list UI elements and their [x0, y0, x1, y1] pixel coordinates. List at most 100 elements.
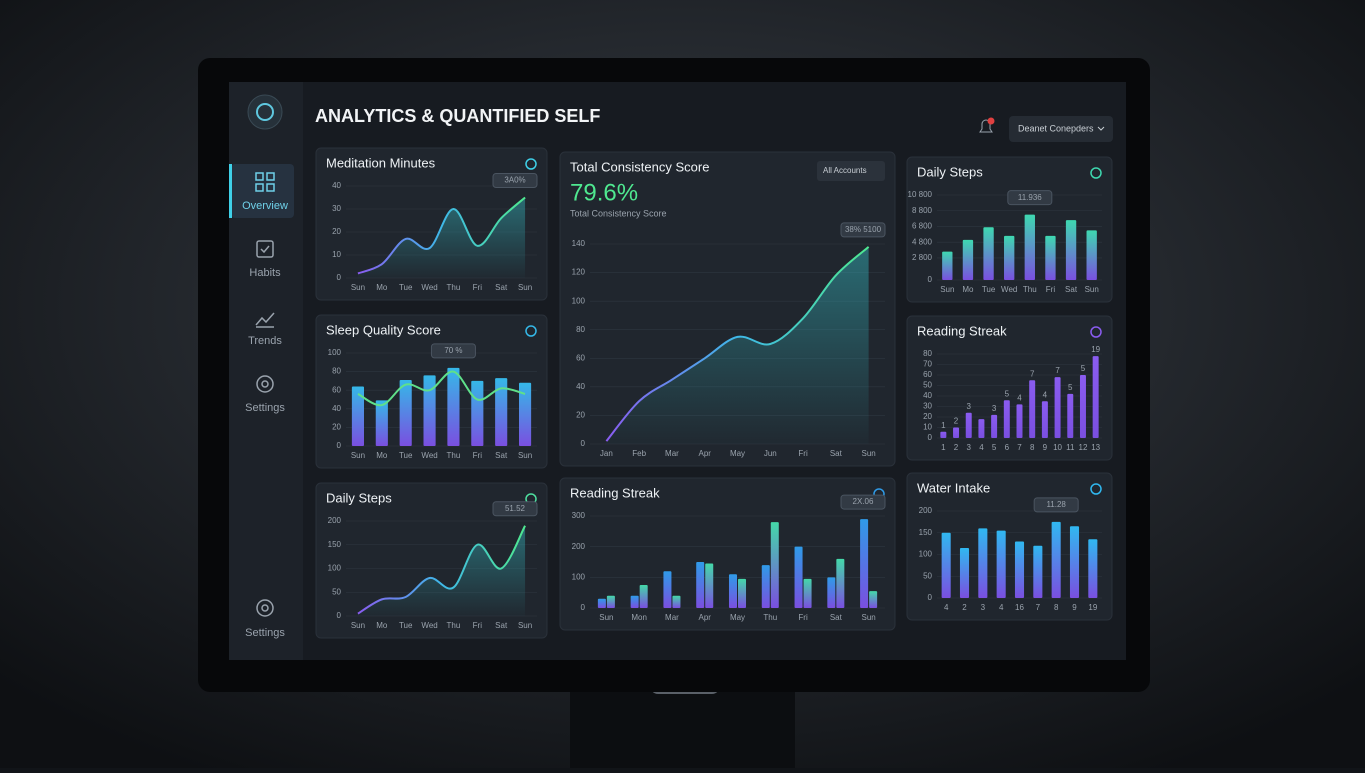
y-tick-label: 10 — [332, 250, 341, 259]
bar-label: 4 — [1043, 390, 1048, 399]
y-tick-label: 200 — [572, 542, 586, 551]
bar — [991, 414, 998, 438]
x-tick-label: Wed — [421, 621, 437, 630]
y-tick-label: 80 — [923, 349, 932, 358]
x-tick-label: Tue — [399, 621, 413, 630]
x-tick-label: Sat — [1065, 285, 1078, 294]
y-tick-label: 200 — [919, 506, 933, 515]
x-tick-label: Mar — [665, 613, 679, 622]
x-tick-label: 9 — [1072, 603, 1077, 612]
nav-item[interactable]: Settings — [245, 627, 285, 639]
bar — [471, 380, 484, 446]
bar — [953, 427, 960, 438]
y-tick-label: 80 — [332, 367, 341, 376]
x-tick-label: Sun — [518, 451, 532, 460]
bar — [738, 578, 747, 608]
bar — [983, 227, 994, 280]
x-tick-label: 7 — [1036, 603, 1041, 612]
bell-icon[interactable] — [979, 119, 993, 133]
bar — [761, 565, 770, 608]
y-tick-label: 50 — [923, 571, 932, 580]
x-tick-label: Jun — [764, 449, 777, 458]
card-icon — [1090, 483, 1102, 495]
x-tick-label: Tue — [399, 283, 413, 292]
x-tick-label: Sat — [495, 283, 508, 292]
notification-badge — [987, 117, 995, 125]
bar — [663, 571, 672, 608]
bar — [1041, 401, 1048, 438]
y-tick-label: 4 800 — [912, 237, 933, 246]
nav-item[interactable]: Settings — [245, 402, 285, 414]
x-tick-label: Sun — [351, 621, 365, 630]
x-tick-label: 9 — [1043, 443, 1048, 452]
x-tick-label: Sun — [940, 285, 954, 294]
y-tick-label: 120 — [572, 268, 586, 277]
area — [357, 197, 526, 278]
bar — [942, 251, 953, 280]
y-tick-label: 300 — [572, 511, 586, 520]
y-tick-label: 100 — [572, 572, 586, 581]
bar — [965, 412, 972, 438]
annotation-box — [840, 222, 886, 238]
x-tick-label: Sun — [861, 449, 875, 458]
bar — [1086, 230, 1097, 280]
bar — [696, 562, 705, 608]
annotation: 11.936 — [1018, 193, 1042, 202]
filter-label: All Accounts — [823, 166, 867, 175]
bar — [959, 547, 970, 598]
line — [605, 246, 870, 442]
line — [357, 196, 526, 275]
y-tick-label: 20 — [332, 227, 341, 236]
bar — [803, 578, 812, 608]
bar — [447, 367, 460, 446]
x-tick-label: Apr — [698, 449, 711, 458]
bar — [1054, 377, 1061, 438]
bar — [672, 595, 681, 608]
nav-indicator — [229, 164, 232, 218]
account-dropdown[interactable] — [1009, 116, 1113, 142]
area — [606, 246, 869, 444]
x-tick-label: Thu — [447, 621, 461, 630]
x-tick-label: 8 — [1054, 603, 1059, 612]
bar — [1033, 545, 1043, 598]
annotation-box — [492, 173, 538, 188]
y-tick-label: 0 — [928, 275, 933, 284]
annotation-box — [840, 494, 886, 510]
x-tick-label: 8 — [1030, 443, 1035, 452]
y-tick-label: 60 — [332, 385, 341, 394]
x-tick-label: Mo — [376, 451, 388, 460]
annotation: 51.52 — [505, 504, 526, 513]
bar — [1092, 356, 1099, 438]
x-tick-label: 5 — [992, 443, 997, 452]
bar-label: 3 — [967, 402, 972, 411]
x-tick-label: Mo — [376, 283, 388, 292]
nav-item[interactable]: Habits — [249, 267, 281, 279]
x-tick-label: 3 — [967, 443, 972, 452]
x-tick-label: Apr — [698, 613, 711, 622]
bar — [1003, 400, 1010, 438]
y-tick-label: 60 — [923, 370, 932, 379]
bar — [705, 563, 714, 608]
x-tick-label: Tue — [399, 451, 413, 460]
nav-item[interactable]: Trends — [248, 335, 282, 347]
bar — [399, 379, 412, 446]
y-tick-label: 0 — [581, 603, 586, 612]
x-tick-label: Sun — [1085, 285, 1099, 294]
bar-label: 5 — [1005, 389, 1010, 398]
x-tick-label: Fri — [473, 283, 483, 292]
filter-dropdown[interactable] — [817, 161, 885, 181]
bar — [351, 386, 365, 446]
x-tick-label: Tue — [982, 285, 996, 294]
y-tick-label: 2 800 — [912, 253, 933, 262]
bar-label: 2 — [954, 417, 959, 426]
x-tick-label: 1 — [941, 443, 946, 452]
x-tick-label: 3 — [981, 603, 986, 612]
bar — [1065, 220, 1077, 280]
x-tick-label: 6 — [1005, 443, 1010, 452]
bar — [1088, 539, 1098, 598]
y-tick-label: 20 — [332, 423, 341, 432]
y-tick-label: 40 — [576, 382, 585, 391]
bar — [962, 239, 974, 280]
y-tick-label: 10 — [923, 423, 932, 432]
nav-item[interactable]: Overview — [242, 200, 288, 212]
